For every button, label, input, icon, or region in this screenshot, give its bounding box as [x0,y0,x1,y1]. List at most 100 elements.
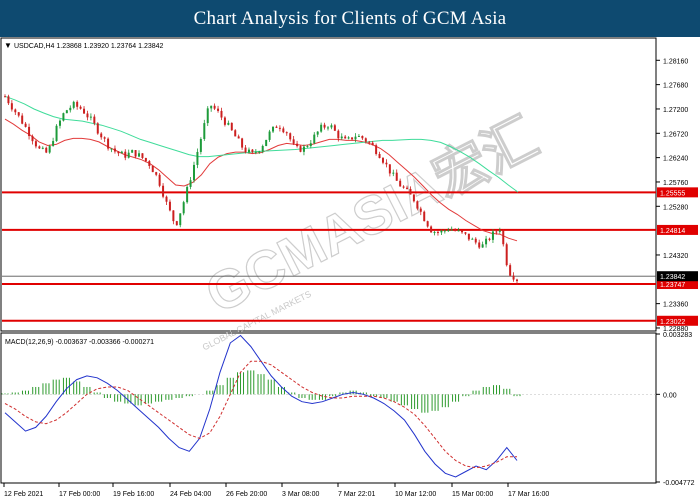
bullish-candle-body [196,151,199,165]
bullish-candle-body [210,105,213,109]
bullish-candle-body [52,141,55,146]
bearish-candle-body [144,157,147,162]
bearish-candle-body [168,201,171,211]
bearish-candle-body [21,115,24,124]
current-price-tag [657,271,698,282]
bearish-candle-body [464,232,467,234]
bullish-candle-body [41,147,44,149]
bearish-candle-body [406,187,409,189]
bearish-candle-body [93,116,96,124]
bullish-candle-body [261,145,264,152]
bearish-candle-body [361,135,364,139]
bearish-candle-body [333,125,336,131]
chart-area: GCMASIA宏汇 GLOBAL CAPITAL MARKETS 1.25555… [0,37,698,498]
bullish-candle-body [347,137,350,139]
bearish-candle-body [385,162,388,165]
price-axis-label: 1.26720 [663,131,688,138]
bullish-candle-body [330,125,333,128]
level-price-label: 1.23022 [660,319,685,326]
bearish-candle-body [83,108,86,114]
macd-label: MACD(12,26,9) -0.003637 -0.003366 -0.000… [5,339,154,346]
bullish-candle-body [306,146,309,148]
bearish-candle-body [454,229,457,231]
bearish-candle-body [337,130,340,139]
bullish-candle-body [192,164,195,181]
bullish-candle-body [272,126,275,132]
bullish-candle-body [433,231,436,233]
bullish-candle-body [189,180,192,187]
bearish-candle-body [10,103,13,110]
bearish-candle-body [278,127,281,129]
bearish-candle-body [426,221,429,227]
bearish-candle-body [275,126,278,128]
bullish-candle-body [120,151,123,154]
bullish-candle-body [320,124,323,132]
bullish-candle-body [62,113,65,121]
bullish-candle-body [392,172,395,174]
bearish-candle-body [96,123,99,134]
level-price-tag [657,315,698,326]
bullish-candle-body [498,230,501,232]
bearish-candle-body [296,143,299,147]
bearish-candle-body [495,231,498,233]
macd-axis-label: 0.00 [663,392,677,399]
price-axis-label: 1.27680 [663,83,688,90]
bearish-candle-body [474,238,477,243]
dropdown-triangle-icon[interactable]: ▼ [4,41,12,50]
bearish-candle-body [79,106,82,109]
chart-banner: Chart Analysis for Clients of GCM Asia [0,0,700,37]
bearish-candle-body [76,101,79,107]
bullish-candle-body [206,108,209,124]
price-axis-label: 1.25760 [663,180,688,187]
bearish-candle-body [175,221,178,226]
bearish-candle-body [388,164,391,174]
bearish-candle-body [409,188,412,195]
bearish-candle-body [289,133,292,140]
bearish-candle-body [351,137,354,140]
bearish-candle-body [509,265,512,276]
bullish-candle-body [471,238,474,240]
bearish-candle-body [430,226,433,233]
bullish-candle-body [65,110,68,114]
bearish-candle-body [299,146,302,152]
level-price-tag [657,279,698,290]
bearish-candle-body [141,153,144,158]
macd-signal-line [4,360,517,469]
bearish-candle-body [148,161,151,166]
bullish-candle-body [110,148,113,150]
bearish-candle-body [113,148,116,152]
bullish-candle-body [268,131,271,140]
bearish-candle-body [512,275,515,280]
symbol-info: USDCAD,H4 1.23868 1.23920 1.23764 1.2384… [14,43,164,50]
bearish-candle-body [436,231,439,233]
bullish-candle-body [443,230,446,232]
bullish-candle-body [186,186,189,203]
bearish-candle-body [7,96,10,104]
bearish-candle-body [28,126,31,137]
bearish-candle-body [100,133,103,138]
price-axis-label: 1.25280 [663,204,688,211]
level-price-tag [657,187,698,198]
bearish-candle-body [220,110,223,118]
bearish-candle-body [419,208,422,212]
bearish-candle-body [237,136,240,139]
bullish-candle-body [485,238,488,245]
bearish-candle-body [165,196,168,202]
macd-line [4,334,518,478]
bearish-candle-body [282,128,285,133]
bearish-candle-body [375,145,378,154]
bullish-candle-body [203,123,206,139]
bullish-candle-body [48,145,51,153]
bullish-candle-body [69,107,72,111]
bearish-candle-body [103,137,106,139]
moving-average-red-line [4,118,518,242]
bearish-candle-body [45,147,48,153]
bearish-candle-body [158,174,161,186]
bearish-candle-body [117,151,120,154]
bearish-candle-body [502,230,505,245]
bearish-candle-body [368,141,371,143]
bullish-candle-body [457,230,460,232]
bearish-candle-body [223,117,226,125]
bullish-candle-body [55,125,58,142]
bearish-candle-body [416,201,419,209]
